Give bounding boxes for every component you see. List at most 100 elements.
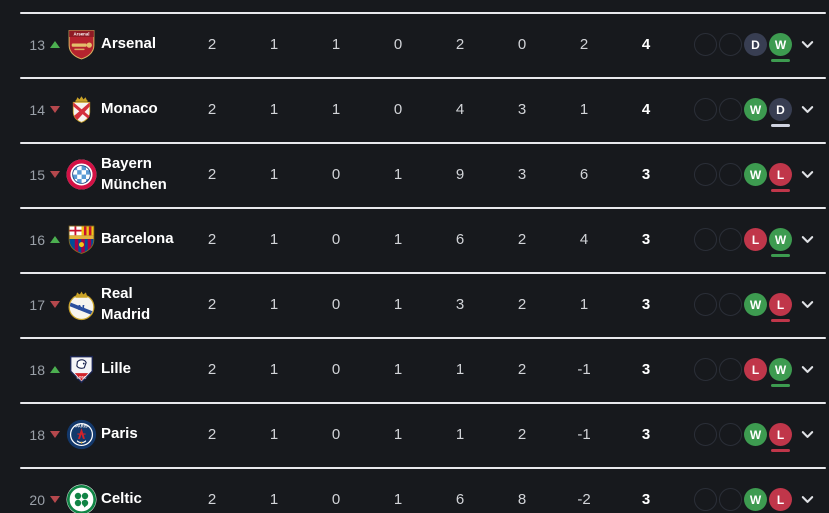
form-empty-badge <box>719 228 742 251</box>
stat-goal-diff: -2 <box>577 491 591 508</box>
form-empty-badge <box>694 358 717 381</box>
stat-wins: 1 <box>269 361 279 378</box>
rank-number: 18 <box>29 361 45 378</box>
stat-played: 2 <box>207 231 217 248</box>
rank-number: 14 <box>29 101 45 118</box>
crest-cell <box>61 158 101 191</box>
stat-goals-for: 6 <box>455 491 465 508</box>
rank-number: 13 <box>29 36 45 53</box>
stat-points: 3 <box>641 426 651 443</box>
stat-played: 2 <box>207 36 217 53</box>
form-empty-badge <box>719 163 742 186</box>
stat-goals-for: 1 <box>455 361 465 378</box>
row-divider <box>20 77 826 79</box>
latest-match-underline <box>771 319 790 322</box>
stat-losses: 0 <box>393 101 403 118</box>
stat-goals-for: 9 <box>455 166 465 183</box>
chevron-down-icon[interactable] <box>800 167 815 182</box>
form-empty-badge <box>694 293 717 316</box>
stat-played: 2 <box>207 296 217 313</box>
rank-number: 15 <box>29 166 45 183</box>
form-loss-badge: L <box>744 228 767 251</box>
stat-goals-against: 2 <box>517 426 527 443</box>
stat-wins: 1 <box>269 426 279 443</box>
row-divider <box>20 337 826 339</box>
form-win-badge: W <box>744 488 767 511</box>
stat-points: 3 <box>641 361 651 378</box>
rank-down-icon <box>50 106 60 113</box>
stat-draws: 1 <box>331 36 341 53</box>
chevron-down-icon[interactable] <box>800 362 815 377</box>
latest-match-underline <box>771 254 790 257</box>
row-divider <box>20 467 826 469</box>
stat-draws: 0 <box>331 361 341 378</box>
row-divider <box>20 142 826 144</box>
form-empty-badge <box>719 423 742 446</box>
form-empty-badge <box>719 33 742 56</box>
stat-points: 3 <box>641 491 651 508</box>
chevron-down-icon[interactable] <box>800 37 815 52</box>
team-name: Arsenal <box>101 35 157 53</box>
crest-cell <box>61 93 101 126</box>
stat-goals-for: 2 <box>455 36 465 53</box>
chevron-down-icon[interactable] <box>800 492 815 507</box>
svg-text:M: M <box>78 304 85 312</box>
stat-wins: 1 <box>269 296 279 313</box>
chevron-down-icon[interactable] <box>800 427 815 442</box>
stat-played: 2 <box>207 101 217 118</box>
team-name: Bayern München <box>101 155 167 193</box>
form-empty-badge <box>719 293 742 316</box>
stat-goals-for: 4 <box>455 101 465 118</box>
name-cell: Paris <box>101 424 181 444</box>
chevron-down-icon[interactable] <box>800 232 815 247</box>
svg-text:Arsenal: Arsenal <box>73 32 89 37</box>
form-loss-badge: L <box>769 423 792 452</box>
name-cell: Arsenal <box>101 34 181 54</box>
monaco-crest <box>65 93 98 126</box>
stat-wins: 1 <box>269 231 279 248</box>
rank-number: 16 <box>29 231 45 248</box>
team-name: Real Madrid <box>101 285 151 323</box>
barcelona-crest <box>65 223 98 256</box>
rank-cell: 18 <box>0 362 61 378</box>
latest-match-underline <box>771 449 790 452</box>
chevron-down-icon[interactable] <box>800 297 815 312</box>
rank-cell: 16 <box>0 232 61 248</box>
chevron-down-icon[interactable] <box>800 102 815 117</box>
team-name: Monaco <box>101 100 158 118</box>
rank-cell: 20 <box>0 492 61 508</box>
stat-goals-against: 3 <box>517 101 527 118</box>
crest-cell: PARIS <box>61 418 101 451</box>
team-name: Celtic <box>101 490 142 508</box>
rank-down-icon <box>50 301 60 308</box>
svg-text:LOSC: LOSC <box>76 375 86 379</box>
stat-goal-diff: -1 <box>577 426 591 443</box>
stat-played: 2 <box>207 491 217 508</box>
stat-goals-against: 3 <box>517 166 527 183</box>
rank-number: 17 <box>29 296 45 313</box>
stat-draws: 0 <box>331 296 341 313</box>
stat-points: 3 <box>641 296 651 313</box>
stat-played: 2 <box>207 361 217 378</box>
team-name: Barcelona <box>101 230 174 248</box>
rank-cell: 15 <box>0 167 61 183</box>
